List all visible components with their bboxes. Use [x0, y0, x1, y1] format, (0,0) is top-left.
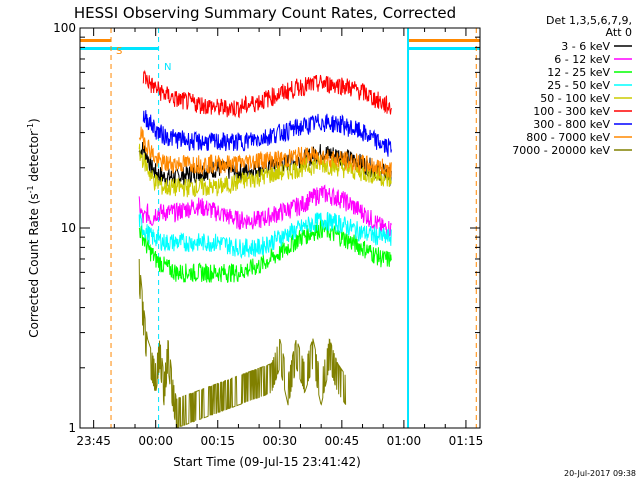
plot-frame	[79, 27, 481, 429]
chart-title: HESSI Observing Summary Count Rates, Cor…	[74, 4, 456, 22]
legend-label: 12 - 25 keV	[547, 66, 610, 79]
y-tick-label: 1	[68, 421, 76, 435]
x-tick-label: 00:15	[200, 434, 235, 448]
legend-title-line: Att 0	[606, 26, 632, 39]
series-line-5	[142, 69, 392, 119]
annotation-n: N	[164, 62, 171, 73]
x-tick-label: 00:45	[325, 434, 360, 448]
series-line-8	[138, 258, 347, 429]
legend-label: 800 - 7000 keV	[526, 131, 610, 144]
series-line-1	[138, 184, 392, 238]
legend-label: 100 - 300 keV	[533, 105, 610, 118]
x-tick-label: 01:00	[387, 434, 422, 448]
series-line-4	[138, 143, 392, 198]
x-tick-label: 01:15	[449, 434, 484, 448]
series-line-2	[138, 219, 392, 284]
legend-label: 50 - 100 keV	[540, 92, 610, 105]
timestamp: 20-Jul-2017 09:38	[564, 469, 636, 478]
x-tick-label: 00:00	[138, 434, 173, 448]
legend-label: 3 - 6 keV	[561, 40, 610, 53]
s-mode-bar	[408, 39, 480, 42]
y-axis-label: Corrected Count Rate (s-1 detector-1)	[26, 118, 41, 337]
x-tick-label: 23:45	[76, 434, 111, 448]
y-tick-label: 100	[53, 21, 76, 35]
series-line-6	[142, 110, 392, 157]
legend-label: 300 - 800 keV	[533, 118, 610, 131]
y-tick-label: 10	[61, 221, 76, 235]
series-line-7	[138, 126, 392, 178]
series-line-3	[138, 211, 392, 259]
n-mode-bar	[80, 47, 159, 50]
legend-label: 6 - 12 keV	[554, 53, 610, 66]
legend-label: 25 - 50 keV	[547, 79, 610, 92]
legend-title-line: Det 1,3,5,6,7,9,	[546, 14, 632, 27]
n-mode-bar	[408, 47, 480, 50]
s-mode-bar	[80, 39, 112, 42]
legend-label: 7000 - 20000 keV	[512, 144, 610, 157]
x-axis-label: Start Time (09-Jul-15 23:41:42)	[173, 455, 361, 469]
annotation-s: S	[116, 46, 122, 57]
x-tick-label: 00:30	[262, 434, 297, 448]
